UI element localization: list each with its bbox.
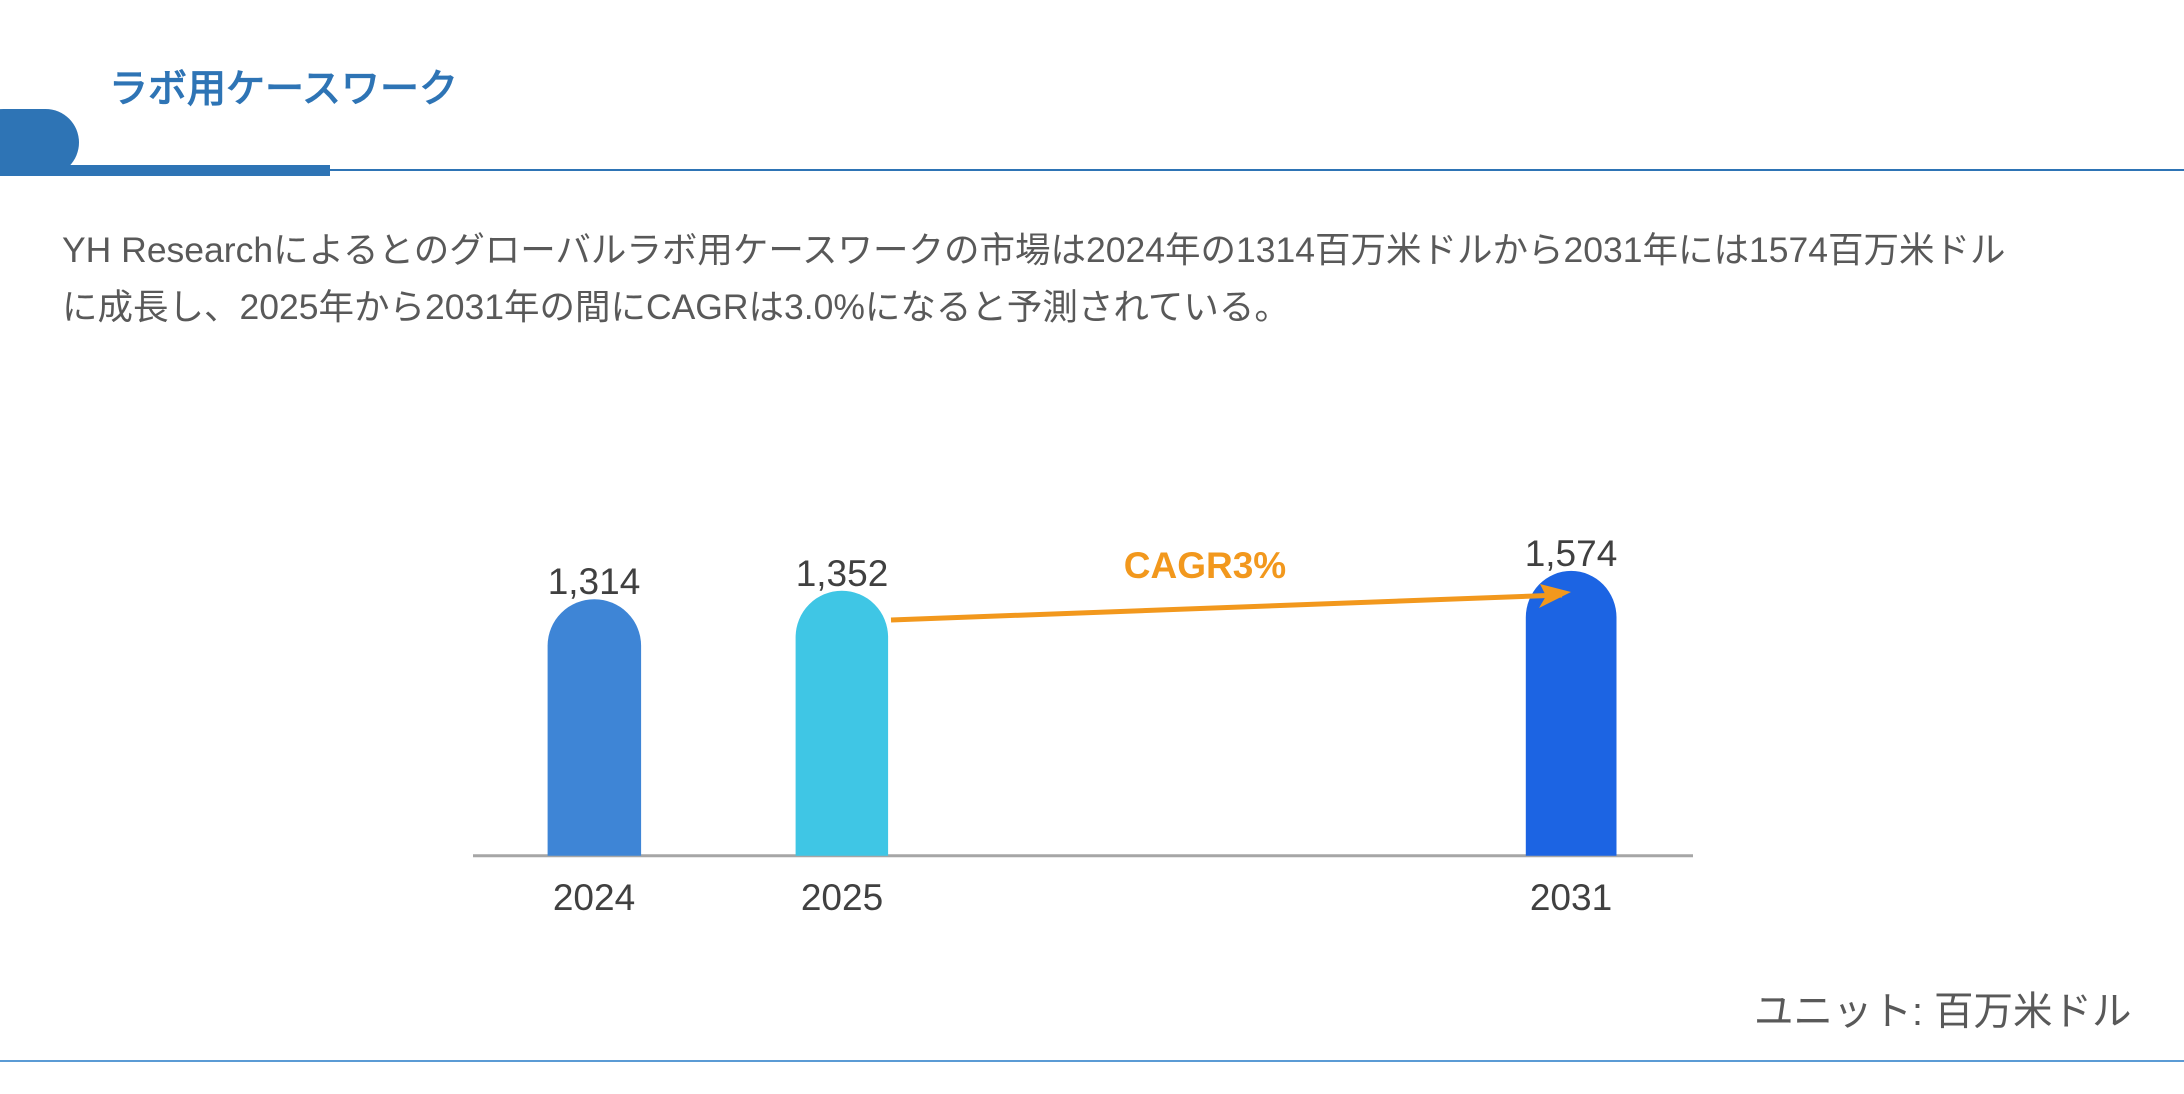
svg-text:2025: 2025 [801,877,883,918]
svg-text:2031: 2031 [1530,877,1612,918]
svg-text:CAGR3%: CAGR3% [1124,545,1286,586]
svg-text:2024: 2024 [553,877,635,918]
svg-text:1,314: 1,314 [548,561,641,602]
svg-text:1,352: 1,352 [796,553,889,594]
svg-text:1,574: 1,574 [1525,533,1618,574]
